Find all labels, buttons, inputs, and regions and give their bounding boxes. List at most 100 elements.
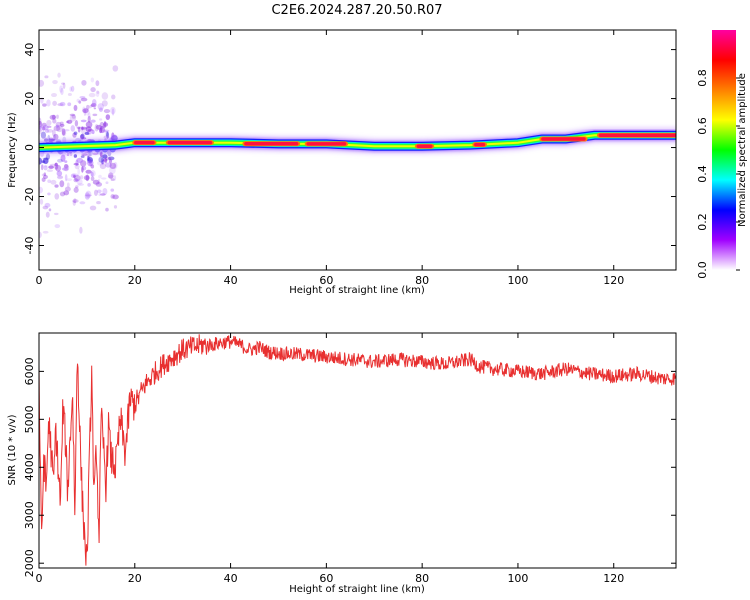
noise-blob [44, 202, 51, 208]
x-tick-label: 60 [319, 572, 333, 585]
noise-blob [53, 134, 56, 140]
noise-blob [46, 169, 54, 173]
noise-blob [110, 106, 116, 115]
noise-blob [81, 126, 88, 130]
noise-blob [101, 92, 109, 100]
noise-blob [72, 173, 79, 177]
x-tick-label: 100 [507, 572, 528, 585]
figure-title: C2E6.2024.287.20.50.R07 [271, 3, 442, 18]
colorbar-tick-label: 0.4 [696, 165, 709, 183]
noise-blob [80, 119, 87, 123]
noise-blob [99, 127, 103, 134]
noise-blob [60, 87, 64, 95]
noise-blob [71, 114, 76, 119]
y-tick-label: 2000 [23, 549, 36, 577]
noise-blob [95, 80, 100, 87]
noise-blob [94, 124, 99, 132]
colorbar: 0.0 0.2 0.4 0.6 0.8 Normalized spectral ampl… [696, 30, 748, 279]
noise-blob [43, 125, 48, 128]
noise-blob [56, 175, 64, 179]
noise-blob [42, 205, 49, 210]
noise-blob [82, 106, 86, 114]
noise-blob [46, 99, 51, 107]
colorbar-ticks: 0.0 0.2 0.4 0.6 0.8 [696, 69, 740, 279]
noise-blob [84, 192, 90, 200]
noise-blob [57, 158, 63, 163]
noise-blob [69, 86, 73, 92]
noise-blob [39, 125, 45, 131]
noise-blob [96, 90, 100, 94]
noise-blob [103, 109, 111, 114]
noise-blob [39, 157, 43, 165]
noise-blob [96, 189, 102, 194]
noise-blob [86, 104, 90, 110]
noise-blob [87, 115, 91, 123]
noise-blob [47, 125, 52, 128]
noise-blob [81, 126, 84, 131]
noise-blob [39, 127, 42, 135]
spectrogram-y-axis-label: Frequency (Hz) [7, 112, 18, 188]
noise-blob [90, 176, 95, 182]
noise-blob [105, 207, 109, 212]
noise-blob [73, 104, 78, 112]
noise-blob [51, 114, 56, 120]
noise-blob [85, 169, 92, 174]
noise-blob [41, 173, 46, 177]
noise-blob [93, 189, 98, 196]
y-tick-label: 4000 [23, 453, 36, 481]
noise-blob [43, 172, 47, 177]
noise-blob [98, 156, 104, 163]
noise-blob [39, 198, 44, 205]
noise-blob [55, 124, 59, 128]
x-tick-label: 20 [128, 274, 142, 287]
noise-blob [42, 230, 49, 234]
noise-blob [48, 208, 52, 212]
noise-blob [111, 108, 115, 116]
snr-frame [38, 332, 677, 569]
noise-blob [88, 159, 93, 162]
noise-blob [104, 158, 108, 164]
x-tick-label: 40 [224, 274, 238, 287]
noise-blob [57, 72, 61, 78]
noise-blob [46, 119, 52, 126]
noise-blob [56, 170, 63, 177]
x-tick-label: 0 [36, 572, 43, 585]
noise-blob [90, 102, 97, 108]
noise-blob [85, 190, 92, 199]
colorbar-tick-label: 0.8 [696, 69, 709, 87]
noise-blob [99, 163, 107, 170]
noise-blob [96, 201, 101, 205]
noise-blob [108, 156, 115, 161]
x-tick-label: 0 [36, 274, 43, 287]
y-tick-label: 6000 [23, 357, 36, 385]
snr-x-ticks: 0 20 40 60 80 100 120 [36, 333, 624, 585]
y-tick-label: 0 [23, 144, 36, 151]
noise-blob [80, 155, 85, 158]
noise-blob [53, 133, 59, 141]
noise-blob [102, 158, 108, 162]
noise-blob [113, 175, 117, 181]
noise-blob [41, 122, 47, 127]
y-tick-label: -40 [23, 237, 36, 255]
noise-blob [110, 194, 115, 199]
noise-blob [39, 186, 44, 194]
noise-blob [97, 103, 104, 111]
spectrogram-frame [38, 29, 677, 271]
noise-blob [103, 121, 107, 129]
noise-blob [43, 165, 48, 171]
noise-blob [57, 175, 63, 180]
noise-blob [90, 119, 96, 123]
noise-blob [85, 121, 93, 128]
noise-blob [39, 126, 42, 130]
spectrogram-panel: 0 20 40 60 80 100 120 -40 -20 0 20 40 Height of st… [7, 29, 677, 296]
noise-blob [97, 178, 101, 185]
noise-blob [76, 126, 82, 129]
noise-blob [69, 113, 76, 117]
noise-blob [59, 85, 63, 93]
noise-blob [82, 108, 89, 114]
noise-blob [110, 188, 115, 192]
noise-blob [42, 174, 48, 179]
noise-blob [91, 129, 95, 135]
noise-blob [74, 120, 79, 127]
